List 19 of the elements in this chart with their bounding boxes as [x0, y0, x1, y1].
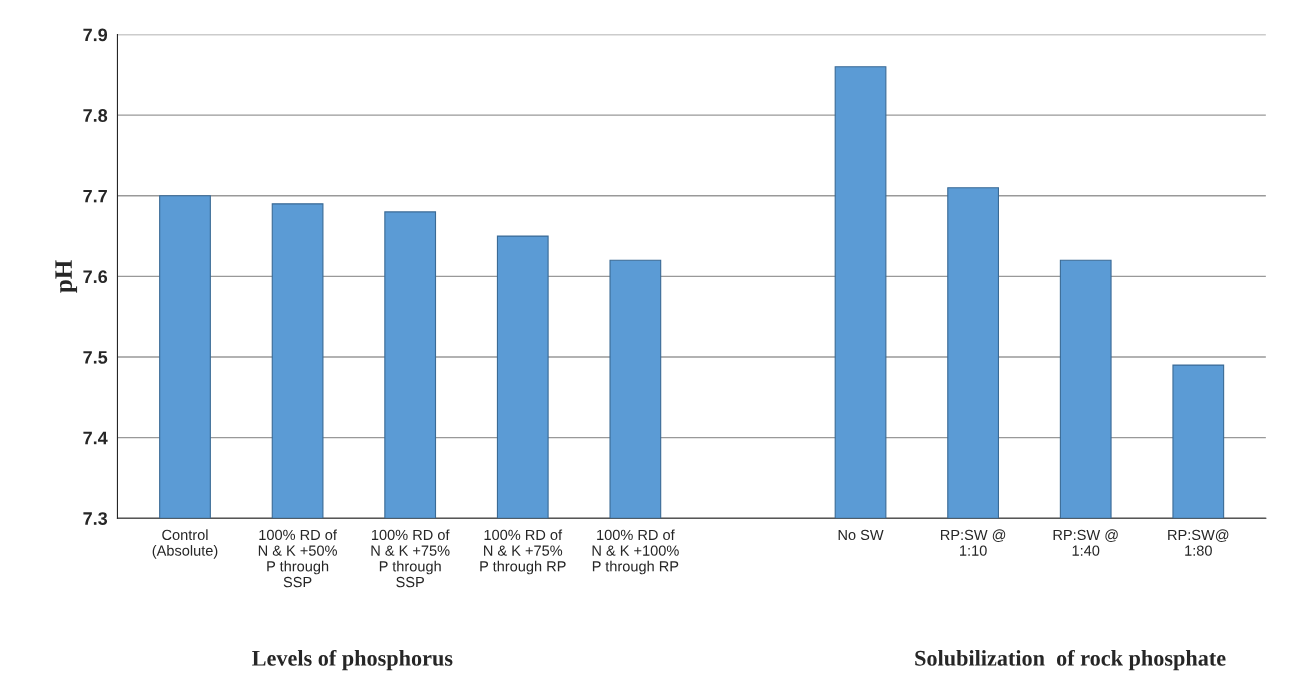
y-tick-label: 7.4 [83, 431, 108, 445]
y-axis-title: pH [55, 260, 78, 293]
y-tick-label: 7.7 [83, 189, 107, 203]
x-tick-label: 100% RD of N & K +50% P through SSP [258, 529, 337, 588]
y-tick-label: 7.9 [83, 28, 108, 42]
x-tick-label: RP:SW @ 1:40 [1053, 529, 1118, 556]
y-tick-label: 7.8 [83, 109, 108, 122]
x-tick-label: No SW [838, 529, 884, 541]
x-tick-label: RP:SW@ 1:80 [1168, 529, 1229, 556]
y-tick-label: 7.3 [83, 512, 108, 525]
x-tick-label: 100% RD of N & K +75% P through SSP [371, 529, 450, 588]
x-tick-label: Control (Absolute) [152, 529, 218, 559]
x-tick-label: RP:SW @ 1:10 [940, 529, 1006, 556]
x-tick-label: 100% RD of N & K +75% P through RP [480, 529, 566, 575]
x-tick-label: 100% RD of N & K +100% P through RP [592, 529, 679, 575]
y-tick-label: 7.6 [83, 270, 108, 284]
text: Solubilization of rock phosphate [915, 649, 1226, 671]
y-tick-label: 7.5 [83, 351, 108, 364]
text: Levels of phosphorus [252, 649, 453, 671]
